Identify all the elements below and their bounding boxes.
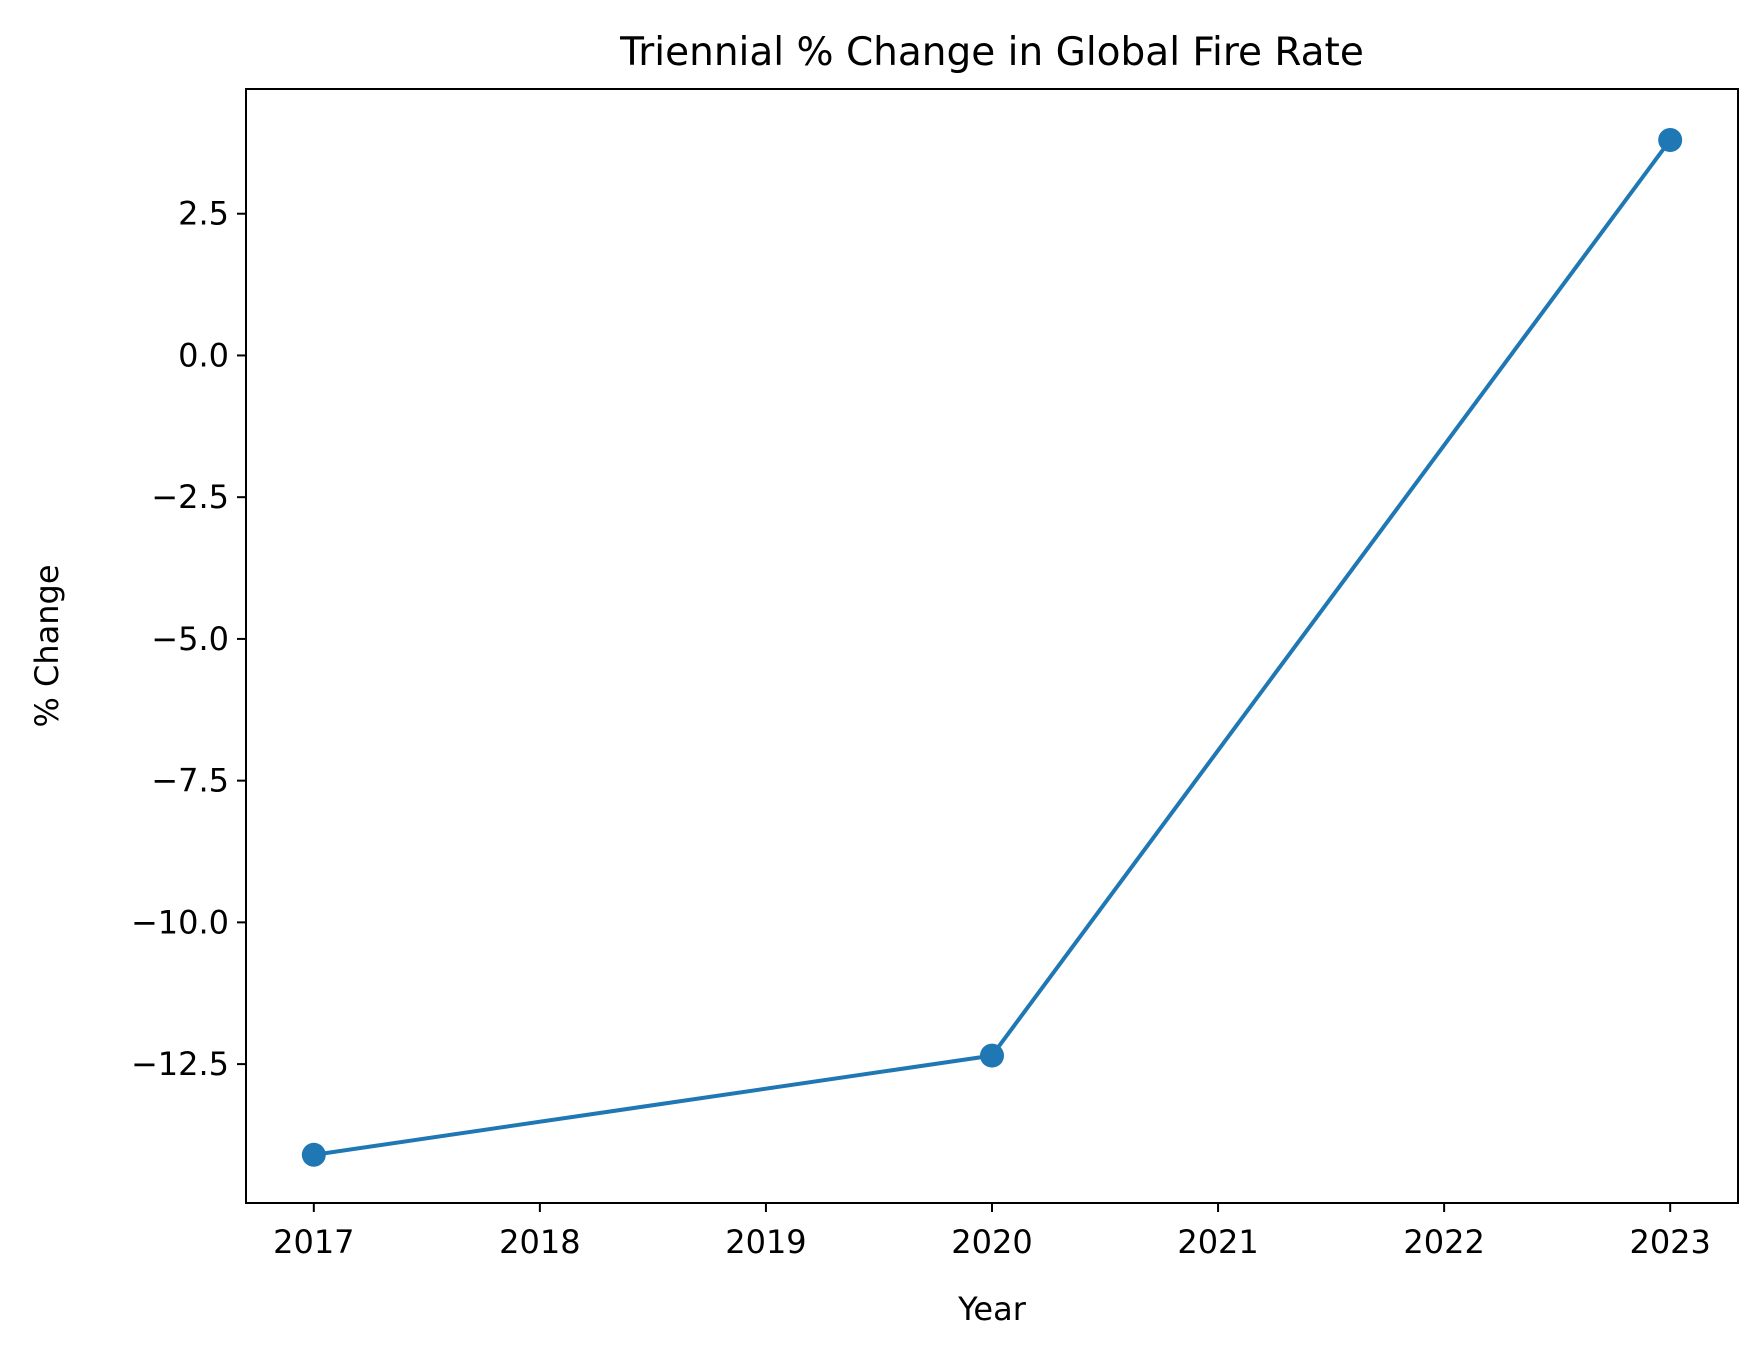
data-point [301,1142,326,1167]
y-tick-label: −5.0 [151,620,229,658]
x-tick-label: 2023 [1629,1223,1710,1261]
x-tick-label: 2022 [1403,1223,1484,1261]
y-tick-label: −2.5 [151,478,229,516]
x-tick-label: 2018 [499,1223,580,1261]
y-tick-label: 2.5 [178,195,229,233]
x-axis: 2017 2018 2019 2020 2021 2022 2023 [273,1203,1711,1261]
data-point [1658,128,1683,153]
y-tick-label: −10.0 [131,903,229,941]
x-tick-label: 2019 [725,1223,806,1261]
x-axis-label: Year [957,1290,1027,1328]
y-axis: −12.5 −10.0 −7.5 −5.0 −2.5 0.0 2.5 [131,195,246,1083]
x-tick-label: 2021 [1177,1223,1258,1261]
y-tick-label: −7.5 [151,762,229,800]
data-point [980,1043,1004,1068]
y-tick-label: −12.5 [131,1045,229,1083]
x-tick-label: 2017 [273,1223,354,1261]
x-tick-label: 2020 [951,1223,1032,1261]
chart-title: Triennial % Change in Global Fire Rate [619,30,1364,75]
plot-frame [245,88,1739,1204]
series-layer [301,128,1683,1167]
y-tick-label: 0.0 [178,336,229,374]
y-axis-label: % Change [28,564,66,727]
